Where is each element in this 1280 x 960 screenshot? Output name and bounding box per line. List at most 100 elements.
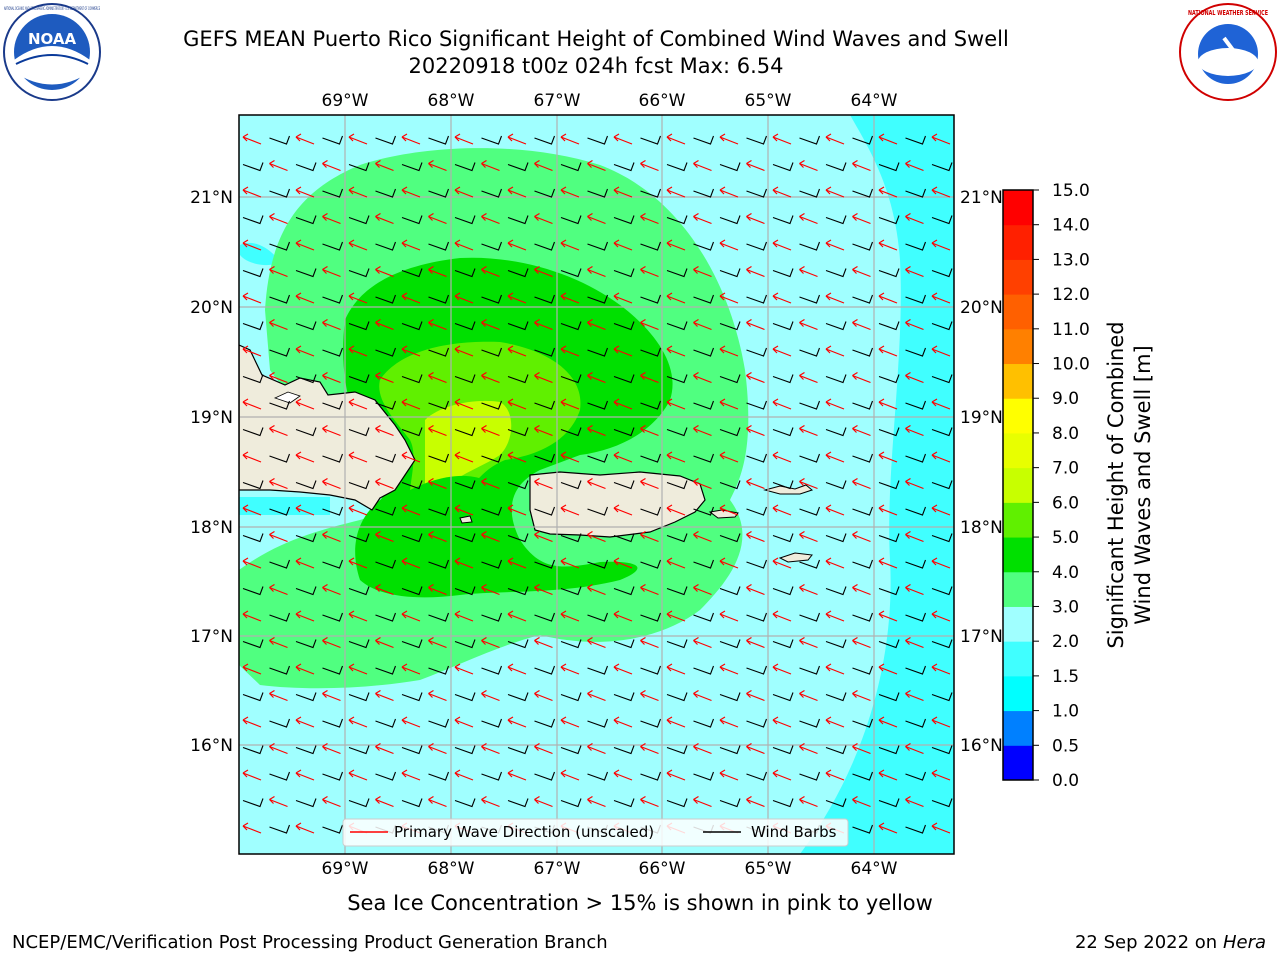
wave-arrow-head (269, 583, 275, 592)
wind-barb (560, 427, 582, 437)
wave-arrow-head (878, 239, 885, 248)
wave-arrow-head (613, 239, 620, 248)
wave-direction-arrow (666, 613, 686, 622)
wave-arrow-head (852, 265, 858, 274)
wave-direction-arrow (428, 586, 447, 596)
wave-direction-arrow (454, 719, 474, 728)
wind-barb (693, 241, 715, 251)
colorbar-tick-label: 0.5 (1052, 736, 1079, 756)
wind-barb (613, 533, 635, 543)
wave-direction-arrow (719, 136, 739, 145)
wave-direction-arrow (931, 401, 951, 410)
wave-arrow-head (481, 689, 487, 698)
wave-direction-arrow (269, 321, 288, 331)
wind-barb (481, 135, 503, 145)
wave-direction-arrow (693, 215, 712, 225)
wave-arrow-head (852, 689, 858, 698)
colorbar-segment (1003, 224, 1033, 260)
wave-direction-arrow (348, 666, 368, 675)
wave-direction-arrow (295, 560, 315, 569)
wind-barb (931, 639, 953, 649)
wind-barb (878, 533, 900, 543)
wave-arrow-head (401, 557, 408, 566)
wave-direction-arrow (295, 719, 315, 728)
wave-direction-arrow (348, 401, 368, 410)
wave-arrow-head (375, 159, 381, 168)
wind-barb (401, 533, 423, 543)
wave-arrow-head (428, 371, 434, 380)
wave-direction-arrow (401, 772, 421, 781)
wave-direction-arrow (693, 586, 712, 596)
wave-arrow-head (666, 451, 673, 460)
wave-direction-arrow (931, 719, 951, 728)
wind-barb (348, 692, 370, 702)
wave-arrow-head (534, 424, 540, 433)
wave-direction-arrow (905, 374, 924, 384)
wave-arrow-head (772, 557, 779, 566)
wave-arrow-head (348, 504, 355, 513)
wave-direction-arrow (905, 321, 924, 331)
colorbar-segment (1003, 432, 1033, 469)
wave-arrow-head (534, 212, 540, 221)
colorbar-tick-label: 15.0 (1052, 181, 1090, 201)
wave-direction-arrow (746, 427, 765, 437)
wind-barb (852, 771, 874, 781)
wave-arrow-head (428, 795, 434, 804)
wave-direction-arrow (534, 533, 553, 543)
legend-box (342, 818, 849, 847)
wave-arrow-head (375, 636, 381, 645)
wave-arrow-head (825, 769, 832, 778)
wave-arrow-head (878, 451, 885, 460)
wave-direction-arrow (295, 507, 315, 516)
wind-barb (348, 745, 370, 755)
wind-barb (587, 347, 609, 357)
wave-arrow-head (428, 530, 434, 539)
wind-barb (481, 506, 503, 516)
wave-direction-arrow (428, 321, 447, 331)
wave-direction-arrow (719, 772, 739, 781)
colorbar-tick-label: 9.0 (1052, 389, 1079, 409)
wave-direction-arrow (719, 560, 739, 569)
wind-barb (640, 241, 662, 251)
wind-barb (613, 427, 635, 437)
wave-direction-arrow (852, 533, 871, 543)
wave-arrow-head (852, 424, 858, 433)
wind-barb (322, 135, 344, 145)
wave-arrow-head (905, 583, 911, 592)
wind-barb (481, 400, 503, 410)
wind-barb (269, 400, 291, 410)
wave-direction-arrow (746, 268, 765, 278)
mona-island-land (459, 515, 473, 524)
wave-arrow-head (560, 186, 567, 195)
wave-direction-arrow (534, 798, 553, 808)
wave-direction-arrow (560, 772, 580, 781)
lat-label-left: 18°N (190, 518, 233, 538)
wave-arrow-head (322, 265, 328, 274)
wave-direction-arrow (375, 586, 394, 596)
wave-direction-arrow (666, 348, 686, 357)
wind-barb (560, 798, 582, 808)
wave-arrow-head (878, 557, 885, 566)
wave-direction-arrow (242, 454, 262, 463)
wave-direction-arrow (295, 613, 315, 622)
colorbar-segment (1003, 745, 1033, 781)
wave-direction-arrow (295, 772, 315, 781)
wave-arrow-head (746, 583, 752, 592)
wind-barb (454, 215, 476, 225)
wave-direction-arrow (693, 321, 712, 331)
wave-arrow-head (269, 424, 275, 433)
wave-direction-arrow (878, 825, 898, 834)
wave-arrow-head (666, 504, 673, 513)
wind-barb (878, 586, 900, 596)
wind-barb (587, 294, 609, 304)
wave-direction-arrow (613, 348, 633, 357)
wind-barb (746, 241, 768, 251)
wind-barb (242, 586, 264, 596)
wave-direction-arrow (719, 507, 739, 516)
wave-arrow-head (560, 610, 567, 619)
wave-arrow-head (507, 345, 514, 354)
wind-barb (640, 718, 662, 728)
wave-arrow-head (931, 345, 938, 354)
wave-arrow-head (242, 822, 249, 831)
wave-direction-arrow (905, 533, 924, 543)
